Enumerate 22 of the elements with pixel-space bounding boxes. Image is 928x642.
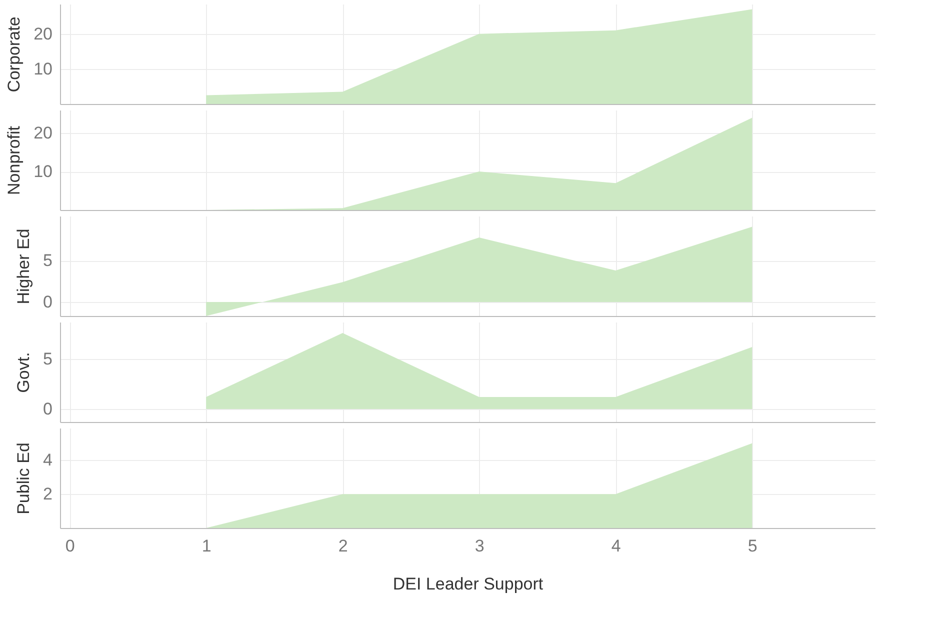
x-tick-label: 3 — [474, 536, 484, 556]
x-tick-label: 0 — [65, 536, 75, 556]
x-tick-label: 2 — [338, 536, 348, 556]
x-tick-label: 5 — [748, 536, 758, 556]
y-axis-title: Public Ed — [14, 442, 34, 514]
y-axis-title: Higher Ed — [14, 228, 34, 304]
y-tick-label: 10 — [34, 162, 52, 182]
y-tick-label: 2 — [43, 484, 52, 504]
y-tick-label: 5 — [43, 251, 52, 270]
y-tick-label: 4 — [43, 450, 52, 470]
y-axis-title: Nonprofit — [4, 126, 24, 195]
x-axis-title: DEI Leader Support — [392, 574, 544, 594]
x-tick-label: 4 — [611, 536, 621, 556]
y-axis-title: Govt. — [14, 352, 34, 393]
y-tick-label: 20 — [34, 24, 52, 44]
y-tick-label: 5 — [43, 350, 52, 368]
y-tick-label: 0 — [43, 400, 52, 418]
y-tick-label: 20 — [34, 124, 52, 143]
y-tick-label: 0 — [43, 292, 52, 312]
y-tick-label: 10 — [34, 59, 52, 78]
x-tick-label: 1 — [202, 536, 212, 556]
y-axis-title: Corporate — [4, 16, 24, 92]
